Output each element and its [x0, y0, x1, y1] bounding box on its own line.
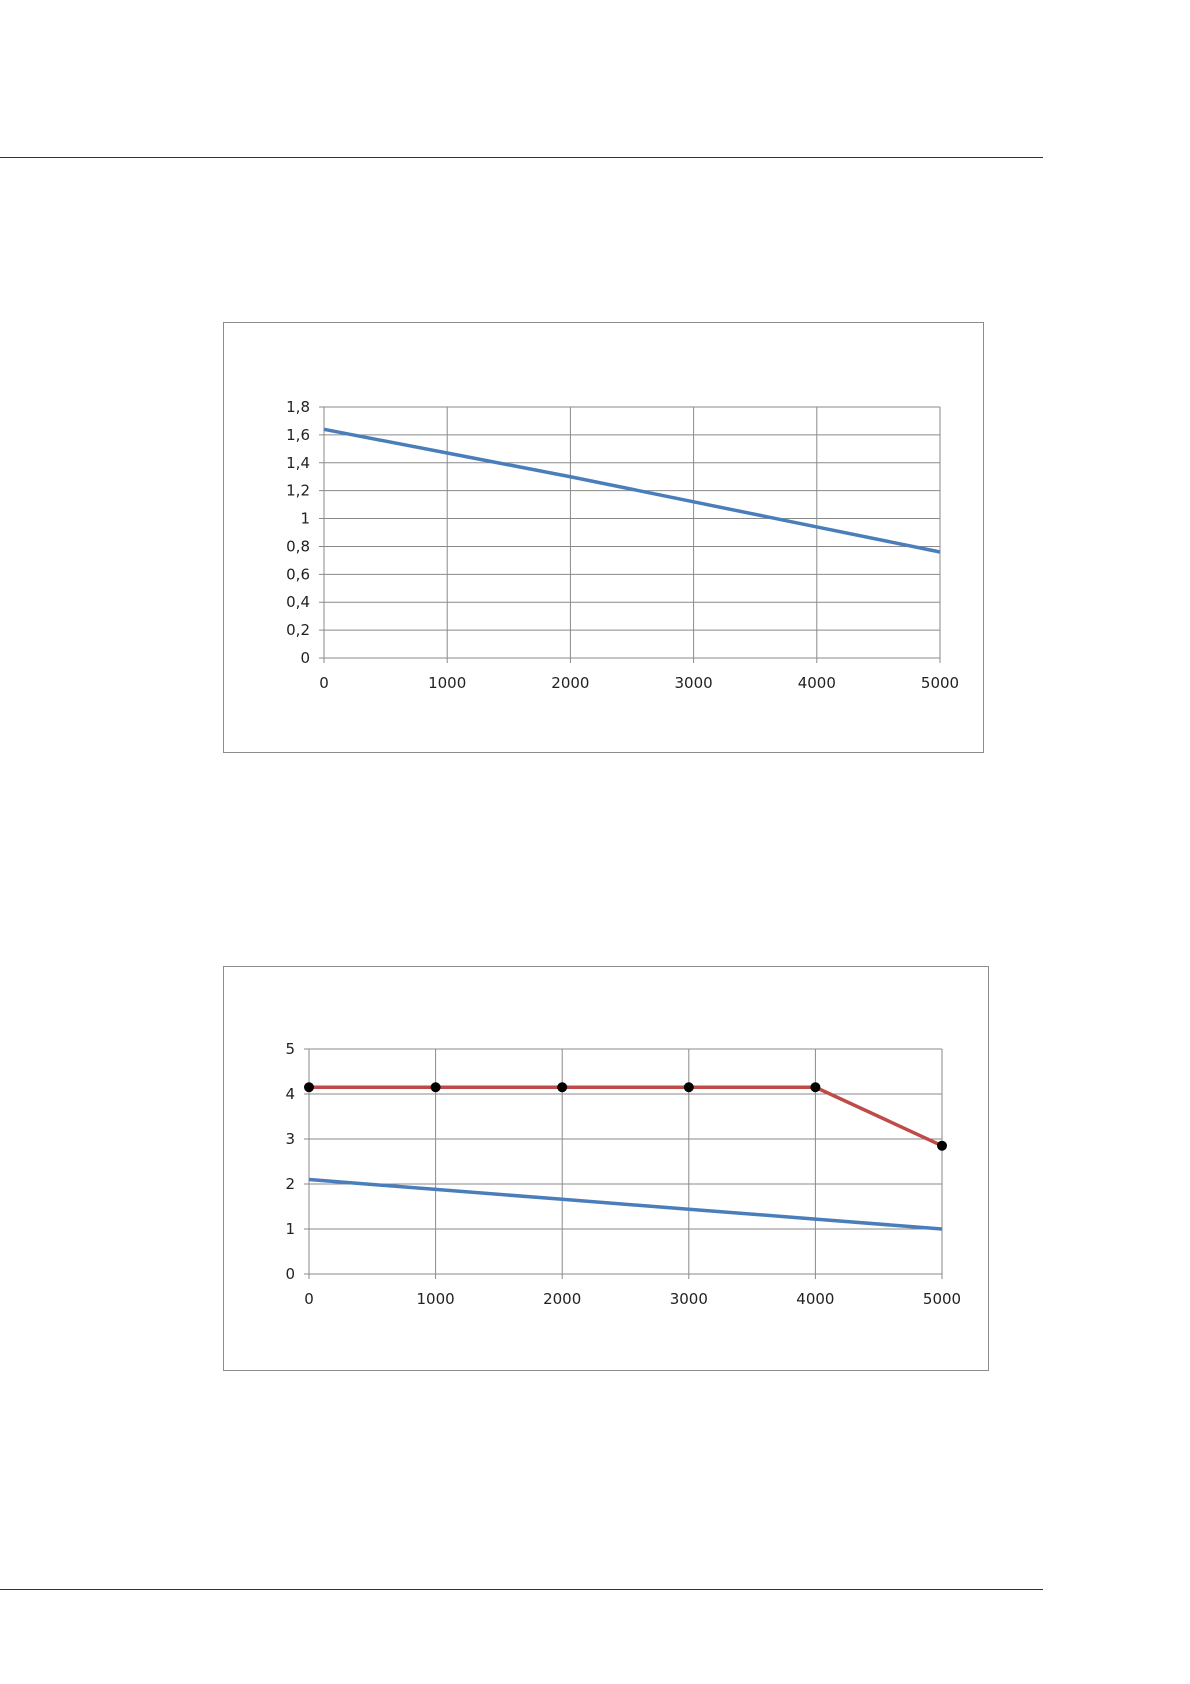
chart-1-ytick-label: 1,4 — [286, 454, 310, 472]
chart-1-xtick-label: 3000 — [675, 674, 713, 692]
chart-2-ytick-label: 5 — [285, 1040, 295, 1058]
chart-2-series-2-line — [309, 1085, 943, 1148]
chart-2-series-2-point — [810, 1082, 821, 1093]
chart-1-xtick-label: 5000 — [921, 674, 959, 692]
chart-1: 0 0,2 0,4 0,6 0,8 1 1,2 1,4 1,6 1,8 0 1000 2000 3000 4… — [223, 322, 984, 753]
chart-1-ytick-label: 0,8 — [286, 537, 310, 555]
chart-2-series-2-point — [937, 1140, 947, 1151]
chart-2-ytick-label: 0 — [285, 1265, 295, 1283]
chart-1-ytick-label: 1,2 — [286, 482, 310, 500]
chart-1-xtick-label: 4000 — [798, 674, 836, 692]
chart-2-xtick-label: 4000 — [796, 1290, 834, 1308]
chart-1-xtick-label: 2000 — [551, 674, 589, 692]
chart-1-ytick-label: 0,2 — [286, 621, 310, 639]
chart-2-xtick-label: 0 — [304, 1290, 314, 1308]
chart-2-ytick-label: 1 — [285, 1220, 295, 1238]
chart-2-xtick-label: 3000 — [670, 1290, 708, 1308]
chart-1-ytick-label: 0,4 — [286, 593, 310, 611]
chart-1-ytick-label: 1,6 — [286, 426, 310, 444]
chart-2-plot: 0 1 2 3 4 5 0 1000 2000 3000 4000 5000 — [285, 1040, 961, 1308]
chart-2-xtick-label: 2000 — [543, 1290, 581, 1308]
chart-2-ytick-label: 3 — [285, 1130, 295, 1148]
chart-2-xtick-label: 1000 — [417, 1290, 455, 1308]
chart-1-ytick-label: 0,6 — [286, 565, 310, 583]
chart-1-ytick-label: 1,8 — [286, 398, 310, 416]
chart-2-series-2-point — [430, 1082, 441, 1093]
chart-2-series-2-point — [304, 1082, 314, 1093]
chart-1-xtick-label: 1000 — [428, 674, 466, 692]
chart-1-ytick-label: 1 — [300, 510, 310, 528]
chart-2-series-2-point — [683, 1082, 694, 1093]
chart-2-ytick-label: 4 — [285, 1085, 295, 1103]
chart-2-xtick-label: 5000 — [923, 1290, 961, 1308]
chart-2: 0 1 2 3 4 5 0 1000 2000 3000 4000 5000 — [223, 966, 989, 1371]
chart-2-series-1-line — [308, 1177, 943, 1231]
footer-rule — [0, 1589, 1043, 1590]
chart-2-ytick-label: 2 — [285, 1175, 295, 1193]
chart-1-plot: 0 0,2 0,4 0,6 0,8 1 1,2 1,4 1,6 1,8 0 1000 2000 3000 4… — [286, 398, 959, 692]
header-rule — [0, 157, 1043, 158]
chart-1-series-1-line — [323, 427, 941, 554]
chart-2-series-2-point — [557, 1082, 568, 1093]
chart-1-xtick-label: 0 — [319, 674, 329, 692]
chart-1-ytick-label: 0 — [300, 649, 310, 667]
